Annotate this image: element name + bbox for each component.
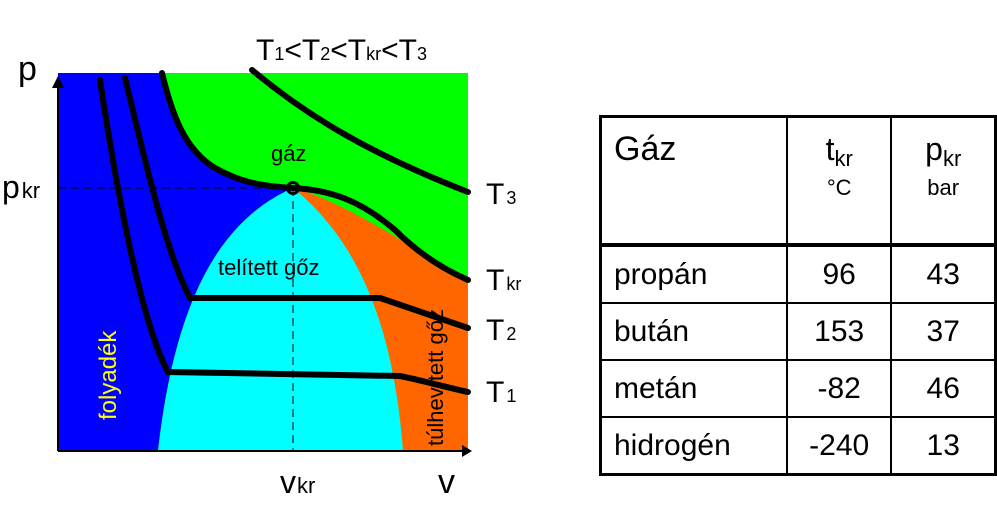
gas-region-label: gáz — [271, 141, 306, 166]
row-pkr: 37 — [890, 302, 997, 361]
temperature-order-label: T1<T2<Tkr<T3 — [256, 34, 427, 67]
superheated-vapor-label: túlhevített gőz — [423, 309, 448, 446]
table-row: propán 96 43 — [599, 244, 997, 304]
row-gas-name: propán — [599, 244, 788, 304]
pv-phase-diagram: p v pkr vkr T1<T2<Tkr<T3 gáz telített gő… — [2, 34, 521, 501]
superheated-vapor-region — [293, 188, 468, 451]
row-gas-name: metán — [599, 359, 788, 418]
isotherm-t1-curve — [97, 77, 471, 395]
saturated-vapor-region — [158, 188, 403, 451]
p-axis-label: p — [18, 50, 37, 88]
row-tkr: -82 — [785, 359, 893, 418]
critical-point-icon — [286, 181, 300, 195]
row-pkr: 43 — [890, 244, 997, 304]
row-gas-name: hidrogén — [599, 416, 788, 476]
row-gas-name: bután — [599, 302, 788, 361]
pkr-label: pkr — [2, 169, 40, 205]
row-pkr: 46 — [890, 359, 997, 418]
header-gas: Gáz — [599, 115, 788, 247]
isotherm-t2-curve — [122, 75, 471, 331]
isotherm-t3-curve — [249, 67, 471, 195]
v-axis-label: v — [438, 463, 455, 501]
vkr-label: vkr — [280, 464, 315, 500]
isotherm-tkr-curve — [159, 70, 471, 283]
table-header-row: Gáz tkr °C pkr bar — [599, 115, 997, 247]
table-row: bután 153 37 — [599, 302, 997, 361]
row-pkr: 13 — [890, 416, 997, 476]
p-axis-arrow-icon — [52, 76, 64, 88]
liquid-label: folyadék — [95, 330, 122, 420]
v-axis-arrow-icon — [462, 445, 472, 457]
row-tkr: 96 — [785, 244, 893, 304]
critical-values-table: Gáz tkr °C pkr bar propán 96 43 bután 15… — [599, 115, 997, 476]
row-tkr: 153 — [785, 302, 893, 361]
table-row: metán -82 46 — [599, 359, 997, 418]
saturated-vapor-label: telített gőz — [218, 255, 320, 280]
header-tkr: tkr °C — [785, 115, 893, 247]
table-row: hidrogén -240 13 — [599, 416, 997, 476]
header-pkr: pkr bar — [890, 115, 997, 247]
row-tkr: -240 — [785, 416, 893, 476]
